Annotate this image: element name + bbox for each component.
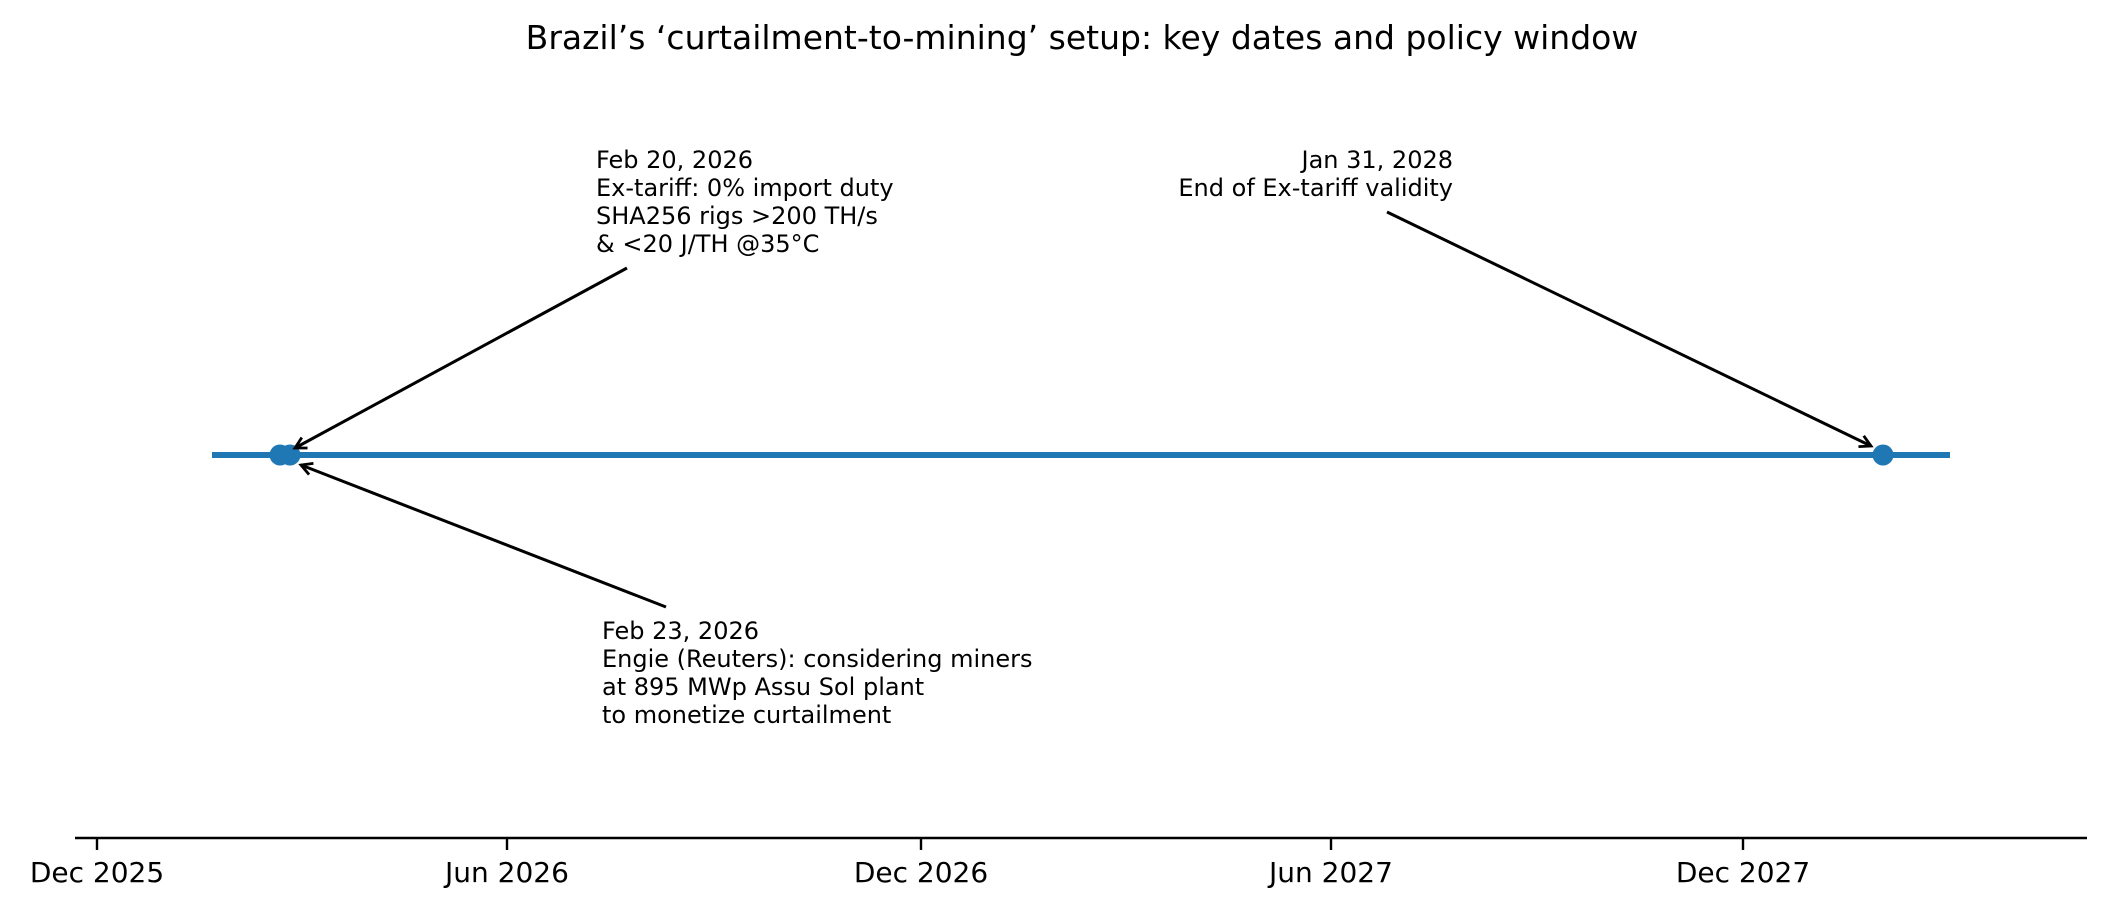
arrow-feb-23-2026 [298, 462, 667, 609]
x-tick-label-jun-2026: Jun 2026 [445, 856, 569, 889]
x-tick-label-jun-2027: Jun 2027 [1269, 856, 1393, 889]
arrow-jan-31-2028 [1386, 210, 1874, 449]
annotation-feb-20-2026: Feb 20, 2026 Ex-tariff: 0% import duty S… [596, 146, 894, 258]
annotation-feb-23-2026: Feb 23, 2026 Engie (Reuters): considerin… [602, 617, 1033, 729]
event-dot-jan-31-2028 [1872, 444, 1894, 466]
annotation-jan-31-2028: Jan 31, 2028 End of Ex-tariff validity [1178, 146, 1453, 202]
x-tick-label-dec-2027: Dec 2027 [1675, 856, 1811, 889]
arrow-feb-20-2026 [292, 266, 628, 450]
event-dot-feb-23-2026 [279, 444, 301, 466]
x-tick-label-dec-2025: Dec 2025 [29, 856, 165, 889]
x-tick-label-dec-2026: Dec 2026 [853, 856, 989, 889]
chart-title: Brazil’s ‘curtailment-to-mining’ setup: … [525, 18, 1639, 57]
